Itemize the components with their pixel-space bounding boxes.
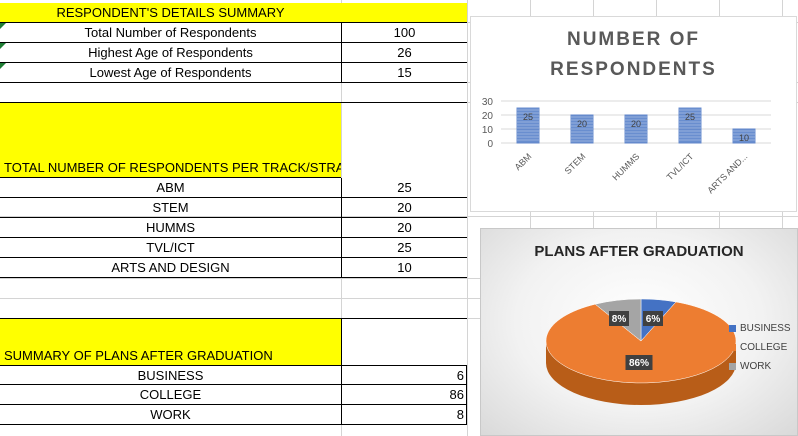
- row-divider: [0, 216, 798, 217]
- column-divider: [782, 0, 783, 436]
- plans-value[interactable]: 86: [341, 385, 467, 405]
- summary-header-value-cell[interactable]: [341, 3, 467, 23]
- legend-label: BUSINESS: [740, 323, 791, 334]
- pie-data-label: 8%: [612, 314, 627, 325]
- x-tick-label: HUMMS: [610, 151, 641, 182]
- track-label[interactable]: STEM: [0, 198, 341, 218]
- track-value[interactable]: 25: [341, 238, 467, 258]
- track-value[interactable]: 10: [341, 258, 467, 278]
- track-label[interactable]: HUMMS: [0, 218, 341, 238]
- data-label: 20: [577, 119, 587, 129]
- error-indicator-icon: [0, 43, 6, 49]
- x-tick-label: TVL/ICT: [665, 151, 696, 182]
- column-divider: [719, 0, 720, 436]
- pie-side: [546, 341, 736, 405]
- row-divider: [0, 298, 798, 299]
- legend-swatch: [729, 344, 736, 351]
- bar: [732, 128, 756, 144]
- column-divider: [656, 0, 657, 436]
- x-tick-label: ARTS AND...: [705, 151, 749, 195]
- pie-data-label: 6%: [646, 314, 661, 325]
- error-indicator-icon: [0, 63, 6, 69]
- y-tick-label: 20: [482, 111, 494, 122]
- plans-label[interactable]: WORK: [0, 405, 341, 425]
- summary-label[interactable]: Highest Age of Respondents: [0, 43, 341, 63]
- summary-value[interactable]: 100: [341, 23, 467, 43]
- legend-item-college: COLLEGE: [729, 338, 791, 357]
- summary-label[interactable]: Total Number of Respondents: [0, 23, 341, 43]
- plans-value[interactable]: 6: [341, 365, 467, 385]
- legend-label: COLLEGE: [740, 342, 788, 353]
- x-tick-label: ABM: [513, 151, 534, 172]
- pie-legend: BUSINESS COLLEGE WORK: [729, 319, 791, 376]
- column-divider: [530, 0, 531, 436]
- pie-slice: [545, 301, 737, 384]
- plans-label[interactable]: BUSINESS: [0, 365, 341, 385]
- column-divider: [467, 0, 468, 436]
- data-label: 10: [739, 133, 749, 143]
- track-label[interactable]: ARTS AND DESIGN: [0, 258, 341, 278]
- pie-label-bg: [643, 311, 663, 326]
- data-label: 25: [685, 112, 695, 122]
- track-header-value-cell[interactable]: [341, 102, 467, 178]
- legend-item-work: WORK: [729, 357, 791, 376]
- pie-data-label: 86%: [629, 358, 649, 369]
- summary-header[interactable]: RESPONDENT'S DETAILS SUMMARY: [0, 3, 341, 23]
- plans-label[interactable]: COLLEGE: [0, 385, 341, 405]
- track-label[interactable]: ABM: [0, 178, 341, 198]
- respondents-bar-chart[interactable]: NUMBER OF RESPONDENTS 30 20 10 0 25 ABM 20 STEM…: [470, 16, 797, 212]
- summary-value[interactable]: 26: [341, 43, 467, 63]
- track-label[interactable]: TVL/ICT: [0, 238, 341, 258]
- y-tick-label: 0: [487, 139, 493, 150]
- track-value[interactable]: 25: [341, 178, 467, 198]
- bar-chart-title-line2: RESPONDENTS: [550, 59, 717, 80]
- legend-swatch: [729, 325, 736, 332]
- track-value[interactable]: 20: [341, 218, 467, 238]
- track-value[interactable]: 20: [341, 198, 467, 218]
- summary-value[interactable]: 15: [341, 63, 467, 83]
- bar-chart-title-line1: NUMBER OF: [566, 29, 701, 50]
- data-label: 20: [631, 119, 641, 129]
- pie-label-bg: [625, 355, 653, 370]
- plans-header[interactable]: SUMMARY OF PLANS AFTER GRADUATION: [0, 318, 341, 365]
- plans-pie-chart[interactable]: PLANS AFTER GRADUATION 6% 86% 8% BUSINESS …: [480, 228, 798, 436]
- plans-header-value-cell[interactable]: [341, 318, 467, 365]
- legend-label: WORK: [740, 361, 772, 372]
- y-tick-label: 10: [482, 125, 494, 136]
- row-divider: [0, 278, 798, 279]
- x-tick-label: STEM: [563, 151, 588, 176]
- column-divider: [593, 0, 594, 436]
- track-header[interactable]: TOTAL NUMBER OF RESPONDENTS PER TRACK/ST…: [0, 102, 341, 178]
- pie-label-bg: [609, 311, 629, 326]
- data-label: 25: [523, 112, 533, 122]
- error-indicator-icon: [0, 23, 6, 29]
- pie-chart-title: PLANS AFTER GRADUATION: [534, 243, 744, 260]
- y-tick-label: 30: [482, 97, 494, 108]
- bar-chart-plot: 30 20 10 0 25 ABM 20 STEM 20 HUMMS 25 TVL/ICT 10 ARTS…: [482, 97, 771, 195]
- legend-swatch: [729, 363, 736, 370]
- summary-label[interactable]: Lowest Age of Respondents: [0, 63, 341, 83]
- legend-item-business: BUSINESS: [729, 319, 791, 338]
- plans-value[interactable]: 8: [341, 405, 467, 425]
- pie-chart-plot: 6% 86% 8%: [545, 298, 737, 405]
